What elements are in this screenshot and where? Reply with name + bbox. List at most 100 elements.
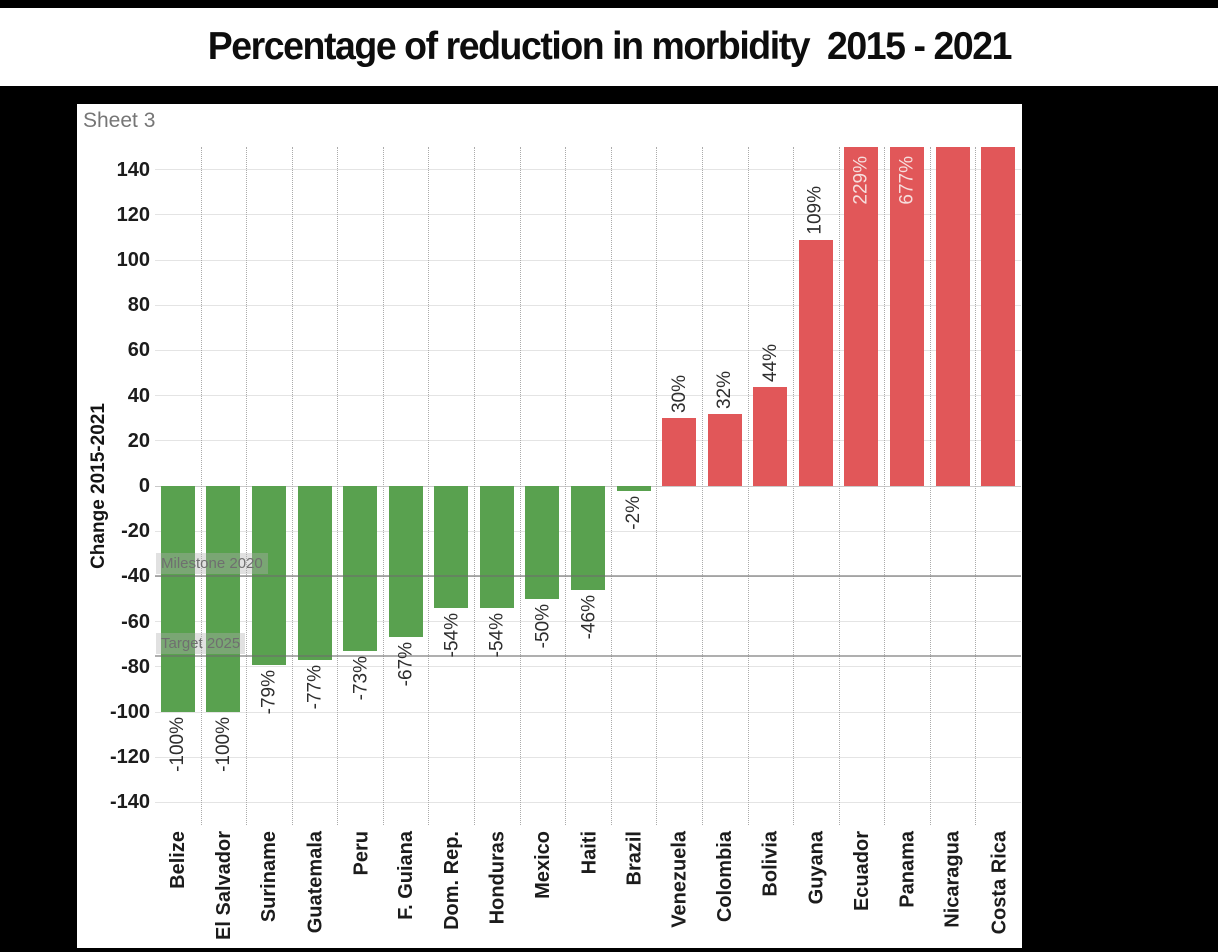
bar-bolivia[interactable] [753,386,787,486]
y-tick-20: 20 [127,429,150,452]
column-separator [201,147,202,825]
bar-mexico[interactable] [525,486,559,599]
y-tick-40: 40 [127,384,150,407]
bar-colombia[interactable] [708,413,742,486]
x-axis-label-panama[interactable]: Panama [896,831,919,908]
bar-value-label: -54% [441,613,463,658]
plot-area: Milestone 2020 Target 2025 -100% -100% -79% -… [155,147,1021,825]
x-axis-label-costa-rica[interactable]: Costa Rica [988,831,1011,935]
y-tick--80: -80 [121,655,150,678]
x-axis-label-nicaragua[interactable]: Nicaragua [941,831,964,928]
y-tick--20: -20 [121,520,150,543]
chart-title: Percentage of reduction in morbidity 201… [207,25,1012,68]
x-axis-label-bolivia[interactable]: Bolivia [759,831,782,897]
gridline-y-120 [155,214,1021,216]
bar-value-label: -100% [212,717,234,772]
y-tick-60: 60 [127,339,150,362]
bar-value-label: -73% [349,655,371,701]
y-tick--140: -140 [109,791,150,814]
bar-el-salvador[interactable] [206,486,240,712]
column-separator [884,147,885,825]
bar-value-label: -67% [395,642,417,687]
gridline-y--140 [155,801,1021,803]
x-axis-label-belize[interactable]: Belize [167,831,190,889]
bar-value-label: 32% [714,370,736,409]
x-axis-label-f-guiana[interactable]: F. Guiana [395,831,418,920]
y-tick-140: 140 [116,158,150,181]
bar-honduras[interactable] [480,486,514,609]
gridline-y-80 [155,304,1021,306]
gridline-y-140 [155,169,1021,171]
bar-value-label: -2% [622,495,644,530]
column-separator [337,147,338,825]
gridline-y-60 [155,349,1021,351]
reference-label-target-2025: Target 2025 [156,632,246,654]
x-axis-label-dom-rep[interactable]: Dom. Rep. [440,831,463,930]
bar-value-label: -50% [532,604,554,649]
column-separator [611,147,612,825]
y-tick--120: -120 [109,746,150,769]
bar-suriname[interactable] [252,486,286,665]
x-axis-label-peru[interactable]: Peru [350,831,373,876]
gridline-y--80 [155,666,1021,668]
column-separator [292,147,293,825]
gridline-y-40 [155,395,1021,397]
x-axis-label-ecuador[interactable]: Ecuador [851,831,873,912]
column-separator [520,147,521,825]
y-tick--60: -60 [121,610,150,633]
x-axis-label-mexico[interactable]: Mexico [531,831,554,899]
tableau-sheet-panel: Sheet 3 Change 2015-2021 140 120 100 80 60 40… [77,104,1022,948]
x-axis-label-guyana[interactable]: Guyana [805,831,828,905]
bar-guatemala[interactable] [298,486,332,661]
x-axis-label-guatemala[interactable]: Guatemala [304,831,327,934]
gridline-y-100 [155,259,1021,261]
y-tick-80: 80 [127,294,150,317]
column-separator [565,147,566,825]
bar-dom-rep[interactable] [434,486,468,609]
column-separator [246,147,247,825]
y-tick--100: -100 [109,701,150,723]
column-separator [839,147,840,825]
bar-costa-rica[interactable] [981,147,1015,486]
column-separator [748,147,749,825]
x-axis-label-el-salvador[interactable]: El Salvador [212,831,235,940]
x-axis-label-suriname[interactable]: Suriname [258,831,281,923]
x-axis-label-haiti[interactable]: Haiti [577,831,600,875]
bar-ecuador[interactable] [844,147,878,486]
gridline-y--120 [155,756,1021,758]
bar-venezuela[interactable] [662,418,696,486]
reference-line-target-2025 [155,654,1021,657]
gridline-y--60 [155,621,1021,623]
y-tick--40: -40 [121,565,150,588]
bar-value-label: -77% [304,665,326,710]
column-separator [656,147,657,825]
x-axis-label-colombia[interactable]: Colombia [714,831,737,923]
reference-label-milestone-2020: Milestone 2020 [156,553,268,575]
bar-value-label: -100% [167,717,189,772]
bar-f-guiana[interactable] [389,486,423,638]
gridline-y--100 [155,711,1021,713]
bar-haiti[interactable] [571,486,605,590]
bar-value-label: 677% [896,156,918,205]
column-separator [975,147,976,825]
reference-line-milestone-2020 [155,575,1021,578]
y-tick-120: 120 [116,203,150,226]
x-axis-label-brazil[interactable]: Brazil [623,831,646,886]
bar-belize[interactable] [161,486,195,712]
column-separator [383,147,384,825]
bar-panama[interactable] [890,147,924,486]
x-axis-label-venezuela[interactable]: Venezuela [668,831,691,928]
column-separator [428,147,429,825]
bar-guyana[interactable] [799,239,833,486]
column-separator [930,147,931,825]
bar-peru[interactable] [343,486,377,651]
y-tick-0: 0 [138,475,150,497]
bar-nicaragua[interactable] [936,147,970,486]
bar-brazil[interactable] [617,486,651,491]
title-band: Percentage of reduction in morbidity 201… [0,8,1218,86]
x-axis-label-honduras[interactable]: Honduras [486,831,509,925]
bar-value-label: 30% [668,375,690,414]
gridline-y-20 [155,440,1021,442]
bar-value-label: -46% [577,594,599,640]
